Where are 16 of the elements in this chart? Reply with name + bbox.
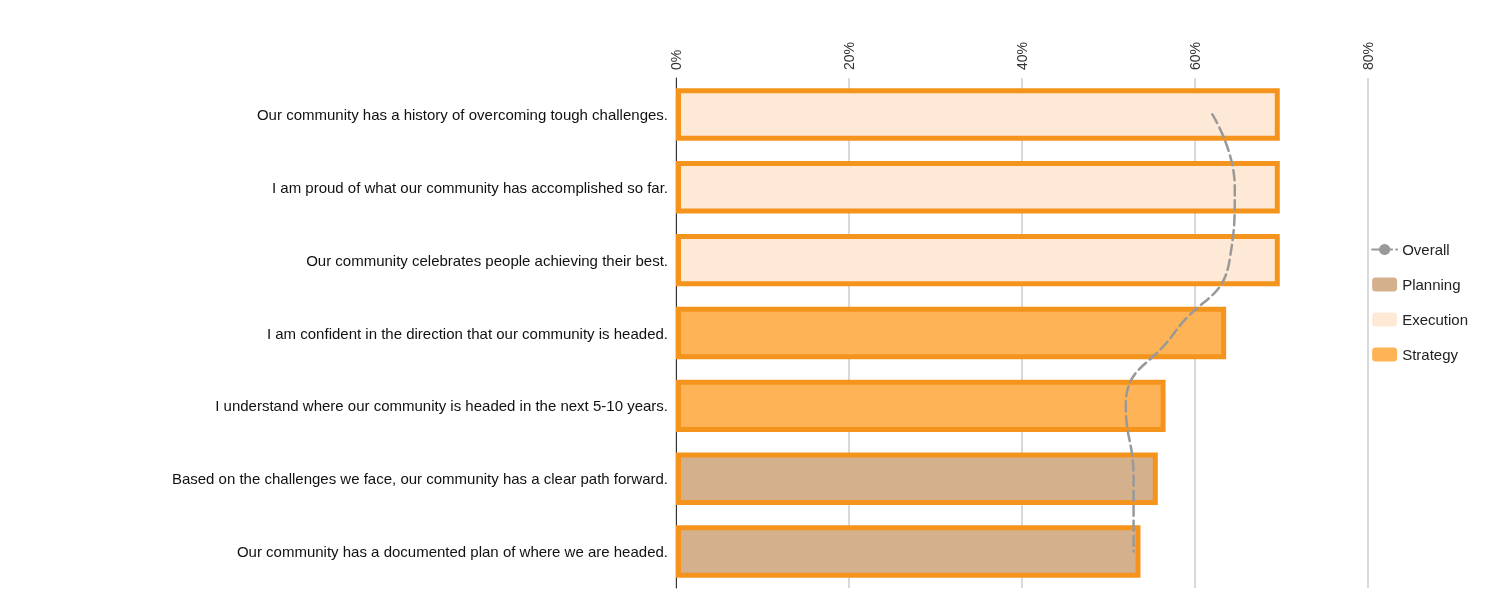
y-tick-label: Our community has a documented plan of where we are headed. <box>236 543 668 561</box>
x-tick-label: 60% <box>1187 41 1203 70</box>
legend-label: Planning <box>1402 276 1461 293</box>
y-tick-label: Based on the challenges we face, our community has a clear path forward. <box>171 470 668 488</box>
x-tick-label: 20% <box>841 41 857 70</box>
y-tick-label: I am proud of what our community has accomplished so far. <box>271 178 668 196</box>
legend-label: Strategy <box>1402 346 1459 363</box>
x-tick-label: 40% <box>1014 41 1030 70</box>
x-tick-label: 80% <box>1360 41 1376 70</box>
legend-label: Execution <box>1402 311 1468 328</box>
legend-label: Overall <box>1402 241 1450 258</box>
y-tick-label: I understand where our community is headed in the next 5-10 years. <box>215 397 668 415</box>
x-tick-label: 0% <box>668 49 684 70</box>
y-tick-label: Our community celebrates people achieving their best. <box>306 251 668 269</box>
y-tick-label: Our community has a history of overcoming tough challenges. <box>256 105 668 123</box>
y-tick-label: I am confident in the direction that our community is headed. <box>266 324 668 342</box>
